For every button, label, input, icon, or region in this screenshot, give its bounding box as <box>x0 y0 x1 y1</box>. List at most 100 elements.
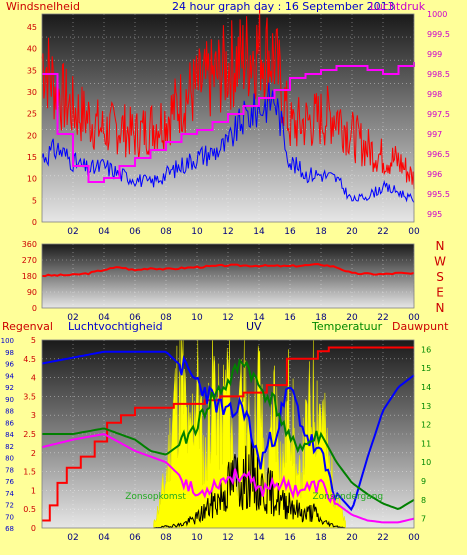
x-tick-label: 04 <box>98 313 110 323</box>
humidity-axis-tick: 94 <box>5 372 14 380</box>
rain-axis-tick: 2.5 <box>23 430 36 439</box>
x-tick-label: 22 <box>377 533 388 543</box>
wind-speed-label: Windsnelheid <box>6 0 80 13</box>
rain-axis-tick: 4 <box>31 374 36 383</box>
x-tick-label: 08 <box>160 533 172 543</box>
direction-axis-tick: 270 <box>22 256 37 265</box>
temperature-axis-tick: 13 <box>421 402 431 411</box>
wind-axis-tick: 40 <box>27 45 37 54</box>
x-tick-label: 22 <box>377 227 388 237</box>
temperature-axis-tick: 10 <box>421 458 431 467</box>
x-tick-label: 04 <box>98 533 110 543</box>
rain-label: Regenval <box>2 320 53 333</box>
rain-axis-tick: 3.5 <box>23 392 36 401</box>
wind-axis-tick: 0 <box>32 218 37 227</box>
page-title: 24 hour graph day : 16 September 2013 <box>172 0 395 13</box>
direction-axis-tick: 360 <box>22 240 37 249</box>
humidity-axis-tick: 82 <box>5 443 14 451</box>
x-tick-label: 06 <box>129 313 141 323</box>
sunrise-label: Zonsopkomst <box>125 492 186 502</box>
pressure-axis-tick: 998 <box>427 90 442 99</box>
temperature-axis-tick: 15 <box>421 364 431 373</box>
x-tick-label: 00 <box>408 533 420 543</box>
direction-axis-tick: 90 <box>27 288 37 297</box>
humidity-axis-tick: 68 <box>5 525 14 533</box>
pressure-label: Luchtdruk <box>370 0 426 13</box>
temperature-axis-tick: 12 <box>421 421 431 430</box>
sunset-label: Zonsondergang <box>312 492 383 502</box>
temperature-label: Temperatuur <box>312 320 383 333</box>
wind-gust-line <box>41 7 415 190</box>
humidity-axis-tick: 92 <box>5 384 14 392</box>
x-tick-label: 00 <box>408 313 420 323</box>
x-tick-label: 18 <box>315 313 327 323</box>
humidity-axis-tick: 100 <box>1 337 14 345</box>
rain-axis-tick: 5 <box>31 336 36 345</box>
pressure-axis-tick: 999 <box>427 50 442 59</box>
rain-axis-tick: 4.5 <box>23 355 36 364</box>
compass-label: S <box>436 270 444 284</box>
x-tick-label: 14 <box>253 533 265 543</box>
pressure-axis-tick: 995.5 <box>427 190 450 199</box>
humidity-label: Luchtvochtigheid <box>68 320 163 333</box>
compass-label: W <box>434 255 446 269</box>
rain-axis-tick: 0 <box>31 524 36 533</box>
humidity-axis-tick: 76 <box>5 478 14 486</box>
x-tick-label: 16 <box>284 533 296 543</box>
x-tick-label: 06 <box>129 227 141 237</box>
x-tick-label: 12 <box>222 227 233 237</box>
compass-label: E <box>436 286 444 300</box>
panel-border <box>41 13 415 223</box>
temperature-axis-tick: 11 <box>421 439 431 448</box>
x-tick-label: 10 <box>191 533 203 543</box>
temperature-axis-tick: 14 <box>421 383 431 392</box>
rain-axis-tick: 2 <box>31 449 36 458</box>
x-tick-label: 16 <box>284 313 296 323</box>
dewpoint-line <box>41 433 415 524</box>
temperature-axis-tick: 16 <box>421 345 431 354</box>
compass-label: N <box>436 239 445 253</box>
temperature-axis-tick: 9 <box>421 477 426 486</box>
humidity-axis-tick: 74 <box>5 490 14 498</box>
wind-axis-tick: 5 <box>32 196 37 205</box>
wind-direction-line <box>41 262 415 278</box>
wind-axis-tick: 25 <box>27 110 37 119</box>
pressure-axis-tick: 995 <box>427 210 442 219</box>
wind-axis-tick: 20 <box>27 131 37 140</box>
direction-axis-tick: 180 <box>22 272 37 281</box>
pressure-axis-tick: 1000 <box>427 10 447 19</box>
wind-axis-tick: 10 <box>27 175 37 184</box>
wind-axis-tick: 35 <box>27 66 37 75</box>
x-tick-label: 12 <box>222 533 233 543</box>
x-tick-label: 06 <box>129 533 141 543</box>
x-tick-label: 18 <box>315 227 327 237</box>
humidity-axis-tick: 70 <box>5 513 14 521</box>
uv-label: UV <box>246 320 262 333</box>
humidity-axis-tick: 88 <box>5 408 14 416</box>
wind-axis-tick: 45 <box>27 23 37 32</box>
pressure-axis-tick: 996 <box>427 170 442 179</box>
x-tick-label: 16 <box>284 227 296 237</box>
rain-axis-tick: 1 <box>31 486 36 495</box>
humidity-axis-tick: 78 <box>5 466 14 474</box>
x-tick-label: 20 <box>346 227 358 237</box>
wind-average-line <box>41 82 415 203</box>
x-tick-label: 18 <box>315 533 327 543</box>
x-tick-label: 12 <box>222 313 233 323</box>
humidity-axis-tick: 84 <box>5 431 14 439</box>
temperature-line <box>42 358 415 510</box>
wind-axis-tick: 15 <box>27 153 37 162</box>
humidity-axis-tick: 72 <box>5 502 14 510</box>
rain-axis-tick: 3 <box>31 411 36 420</box>
temperature-axis-tick: 8 <box>421 496 426 505</box>
humidity-line <box>41 350 415 512</box>
direction-axis-tick: 0 <box>32 304 37 313</box>
x-tick-label: 04 <box>98 227 110 237</box>
pressure-line <box>42 62 415 183</box>
humidity-axis-tick: 96 <box>5 361 14 369</box>
pressure-axis-tick: 999.5 <box>427 30 450 39</box>
humidity-axis-tick: 80 <box>5 455 14 463</box>
x-tick-label: 20 <box>346 313 358 323</box>
dewpoint-label: Dauwpunt <box>392 320 449 333</box>
x-tick-label: 02 <box>67 227 78 237</box>
